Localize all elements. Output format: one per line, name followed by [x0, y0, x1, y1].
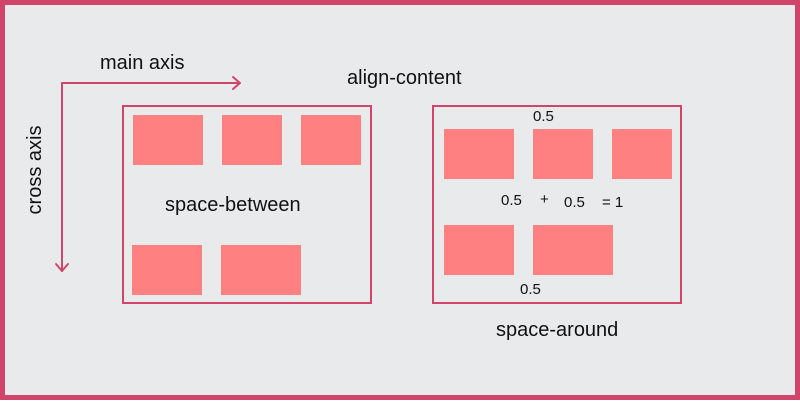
flex-item	[222, 115, 282, 165]
flex-item	[133, 115, 203, 165]
space-around-container	[432, 105, 682, 304]
spacing-value-middle-left: 0.5	[501, 192, 522, 209]
space-between-caption: space-between	[165, 194, 301, 216]
main-axis-label: main axis	[100, 52, 185, 74]
flex-item	[221, 245, 301, 295]
main-axis-arrowhead	[232, 76, 241, 90]
flex-item	[444, 129, 514, 179]
spacing-value-middle-right: 0.5	[564, 194, 585, 211]
flex-item	[612, 129, 672, 179]
spacing-value-top: 0.5	[533, 108, 554, 125]
cross-axis-label: cross axis	[24, 125, 46, 215]
flex-item	[132, 245, 202, 295]
flex-item	[533, 225, 613, 275]
space-around-caption: space-around	[496, 319, 619, 341]
spacing-value-bottom: 0.5	[520, 281, 541, 298]
flex-item	[444, 225, 514, 275]
spacing-sum: = 1	[602, 194, 624, 211]
space-between-container	[122, 105, 372, 304]
diagram-title: align-content	[347, 67, 462, 89]
cross-axis-arrowhead	[55, 263, 69, 272]
flex-item	[301, 115, 361, 165]
flex-item	[533, 129, 593, 179]
plus-sign: +	[540, 191, 549, 208]
